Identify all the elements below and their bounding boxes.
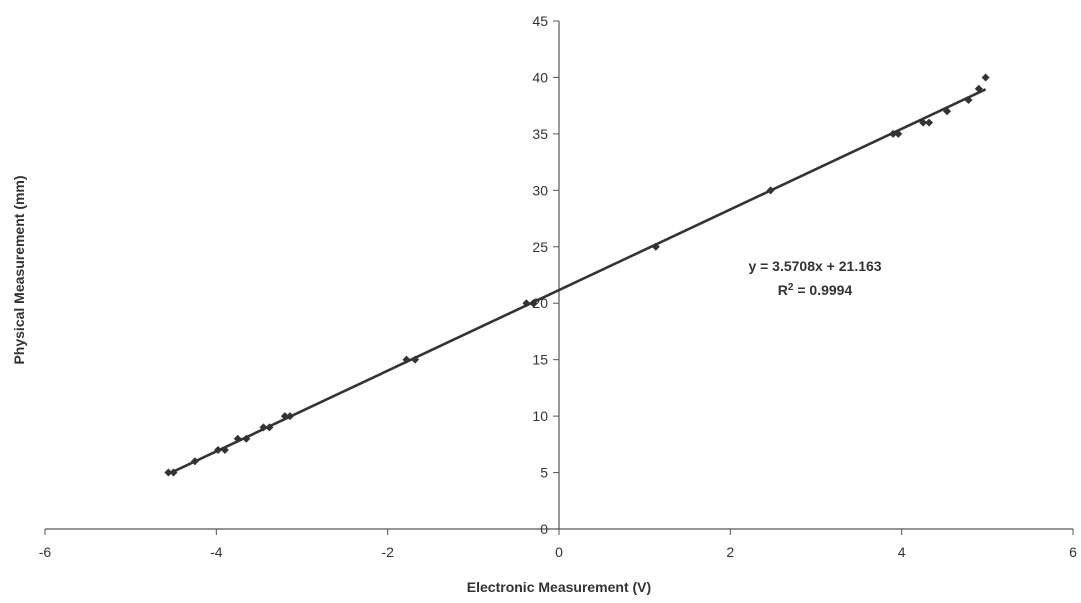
data-point bbox=[286, 412, 295, 421]
data-point bbox=[259, 423, 268, 432]
r-squared-label: R2 = 0.9994 bbox=[778, 282, 853, 299]
data-point bbox=[280, 412, 289, 421]
y-tick-label: 40 bbox=[532, 69, 548, 85]
y-tick-label: 0 bbox=[540, 521, 548, 537]
y-axis-title: Physical Measurement (mm) bbox=[11, 175, 27, 364]
data-point bbox=[964, 96, 973, 105]
tick-labels: -6 -4 -2 0 2 4 6 0 5 10 15 20 25 30 35 40 45 bbox=[39, 13, 1077, 560]
data-point bbox=[943, 107, 952, 116]
data-point bbox=[925, 118, 934, 127]
y-tick-label: 30 bbox=[532, 182, 548, 198]
y-tick-label: 45 bbox=[532, 13, 548, 29]
data-point bbox=[919, 118, 928, 127]
y-tick-label: 20 bbox=[532, 295, 548, 311]
data-point bbox=[522, 299, 531, 308]
data-point bbox=[220, 445, 229, 454]
data-point bbox=[974, 84, 983, 93]
trendline bbox=[167, 88, 987, 476]
y-tick-label: 5 bbox=[540, 465, 548, 481]
x-tick-label: -6 bbox=[39, 544, 52, 560]
data-point bbox=[411, 355, 420, 364]
x-tick-label: 6 bbox=[1069, 544, 1077, 560]
data-point bbox=[169, 468, 178, 477]
axes bbox=[44, 20, 1074, 535]
trendline-layer bbox=[167, 88, 987, 476]
x-tick-label: 0 bbox=[555, 544, 563, 560]
y-tick-label: 35 bbox=[532, 126, 548, 142]
data-points bbox=[164, 73, 990, 477]
data-point bbox=[190, 457, 199, 466]
y-tick-label: 15 bbox=[532, 352, 548, 368]
data-point bbox=[214, 445, 223, 454]
data-point bbox=[889, 129, 898, 138]
data-point bbox=[164, 468, 173, 477]
x-tick-label: -4 bbox=[210, 544, 223, 560]
data-point bbox=[233, 434, 242, 443]
data-point bbox=[766, 186, 775, 195]
x-axis-title: Electronic Measurement (V) bbox=[467, 579, 651, 595]
y-tick-label: 25 bbox=[532, 239, 548, 255]
data-point bbox=[265, 423, 274, 432]
data-point bbox=[402, 355, 411, 364]
x-tick-label: -2 bbox=[381, 544, 394, 560]
y-tick-label: 10 bbox=[532, 408, 548, 424]
data-point bbox=[651, 242, 660, 251]
x-tick-label: 4 bbox=[898, 544, 906, 560]
data-point bbox=[529, 299, 538, 308]
x-tick-label: 2 bbox=[726, 544, 734, 560]
data-point bbox=[242, 434, 251, 443]
trendline-equation: y = 3.5708x + 21.163 bbox=[748, 258, 881, 274]
data-point bbox=[981, 73, 990, 82]
data-point bbox=[894, 129, 903, 138]
